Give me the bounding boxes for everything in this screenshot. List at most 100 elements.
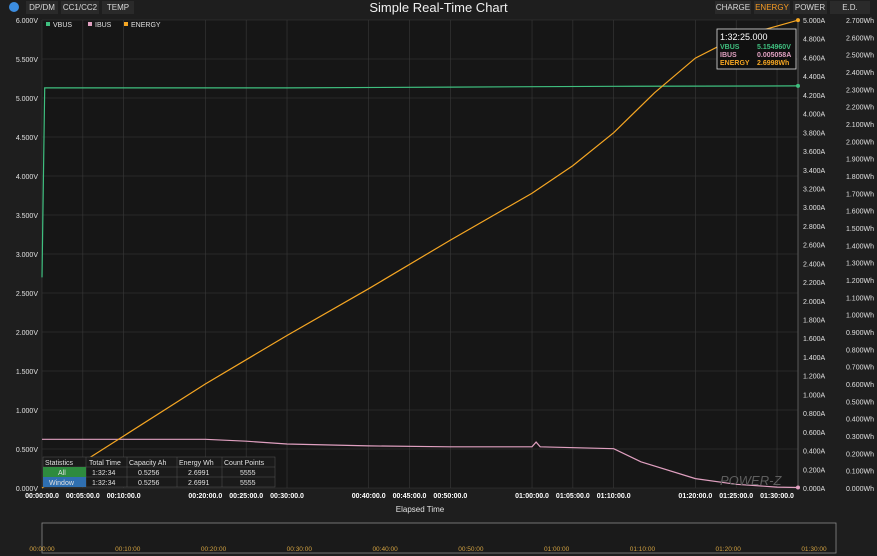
x-axis-tick-label: 01:25:00.0 [719, 493, 753, 500]
tooltip-ibus-label: IBUS [720, 52, 737, 59]
left-axis-tick-label: 0.000V [16, 486, 39, 493]
right-axis-tick-label: 0.500Wh [846, 399, 874, 406]
right-axis-tick-label: 2.600Wh [846, 35, 874, 42]
x-axis-label: Elapsed Time [396, 505, 445, 514]
tooltip-vbus-label: VBUS [720, 44, 740, 51]
left-axis-tick-label: 5.500V [16, 57, 39, 64]
x-axis-tick-label: 00:00:00.0 [25, 493, 59, 500]
stats-row-all-bg [43, 467, 86, 477]
right-axis-tick-label: 1.500Wh [846, 226, 874, 233]
legend-vbus-label[interactable]: VBUS [53, 22, 72, 29]
stats-cell: 2.6991 [188, 480, 210, 487]
mid-axis-tick-label: 0.600A [803, 430, 826, 437]
legend-energy-swatch [124, 22, 128, 26]
x-axis-tick-label: 01:05:00.0 [556, 493, 590, 500]
grid-lines [41, 19, 798, 489]
navigator-tick-label: 01:10:00 [630, 546, 656, 553]
tooltip-vbus-value: 5.154960V [757, 44, 791, 51]
right-axis-tick-label: 2.300Wh [846, 87, 874, 94]
stats-cell: 0.5256 [138, 470, 160, 477]
mid-axis-tick-label: 1.000A [803, 392, 826, 399]
left-axis-tick-label: 5.000V [16, 96, 39, 103]
navigator-ticks: 00:00:00 00:10:00 00:20:00 00:30:00 00:40:00… [29, 546, 827, 553]
mid-axis-tick-label: 3.800A [803, 130, 826, 137]
mid-axis-tick-label: 0.400A [803, 449, 826, 456]
right-axis-tick-label: 2.200Wh [846, 105, 874, 112]
series-line-ibus [42, 438, 799, 489]
stats-header: Capacity Ah [129, 460, 166, 467]
right-axis-tick-label: 1.200Wh [846, 278, 874, 285]
tab-temp[interactable]: TEMP [102, 1, 134, 14]
mid-axis-tick-label: 0.200A [803, 467, 826, 474]
tooltip: 1:32:25.000 VBUS 5.154960V IBUS 0.005058… [716, 28, 797, 70]
mid-axis-tick-label: 4.800A [803, 37, 826, 44]
left-axis-tick-label: 1.000V [16, 408, 39, 415]
mid-axis-tick-label: 4.200A [803, 93, 826, 100]
right-axis-tick-label: 1.100Wh [846, 295, 874, 302]
left-axis-tick-label: 4.500V [16, 135, 39, 142]
stats-row-window-bg [43, 477, 86, 487]
tab-cc1-cc2[interactable]: CC1/CC2 [61, 1, 99, 14]
right-axis-tick-label: 0.000Wh [846, 486, 874, 493]
x-axis-tick-label: 00:40:00.0 [352, 493, 386, 500]
mid-axis-tick-label: 0.800A [803, 411, 826, 418]
stats-cell: All [58, 470, 66, 477]
navigator-tick-label: 00:10:00 [115, 546, 141, 553]
tooltip-ibus-value: 0.005058A [757, 52, 791, 59]
navigator-tick-label: 01:30:00 [801, 546, 827, 553]
right-axis-tick-label: 0.600Wh [846, 382, 874, 389]
right-axis-tick-label: 0.900Wh [846, 330, 874, 337]
x-axis-tick-label: 00:50:00.0 [433, 493, 467, 500]
right-axis-tick-label: 0.700Wh [846, 365, 874, 372]
left-axis-tick-label: 2.500V [16, 291, 39, 298]
mid-axis-ticks: 0.000A 0.200A 0.400A 0.600A 0.800A 1.000A 1.20… [803, 18, 826, 493]
series-endpoint-vbus [796, 83, 800, 88]
x-axis-tick-label: 00:25:00.0 [229, 493, 263, 500]
x-axis-tick-label: 01:20:00.0 [678, 493, 712, 500]
mid-axis-tick-label: 2.400A [803, 261, 826, 268]
left-axis-tick-label: 3.000V [16, 252, 39, 259]
stats-cell: 1:32:34 [92, 480, 115, 487]
stats-header: Count Points [224, 460, 265, 467]
legend-ibus-label[interactable]: IBUS [95, 22, 112, 29]
mid-axis-tick-label: 4.000A [803, 112, 826, 119]
tab-energy[interactable]: ENERGY [754, 1, 790, 14]
navigator-tick-label: 00:30:00 [287, 546, 313, 553]
mid-axis-tick-label: 4.600A [803, 55, 826, 62]
right-axis-tick-label: 0.300Wh [846, 434, 874, 441]
series-endpoint-energy [796, 18, 800, 23]
watermark: POWER-Z [720, 473, 782, 488]
right-axis-tick-label: 0.400Wh [846, 417, 874, 424]
statistics-table: Statistics Total Time Capacity Ah Energy… [42, 456, 276, 488]
right-axis-ticks: 0.000Wh 0.100Wh 0.200Wh 0.300Wh 0.400Wh 0.500… [846, 18, 874, 493]
left-axis-tick-label: 1.500V [16, 369, 39, 376]
navigator-tick-label: 01:20:00 [716, 546, 742, 553]
x-axis-tick-label: 00:10:00.0 [107, 493, 141, 500]
stats-cell: 0.5256 [138, 480, 160, 487]
x-axis-tick-label: 01:30:00.0 [760, 493, 794, 500]
stats-cell: 5555 [240, 480, 256, 487]
right-axis-tick-label: 2.000Wh [846, 139, 874, 146]
right-axis-tick-label: 1.800Wh [846, 174, 874, 181]
tab-dp-dm[interactable]: DP/DM [26, 1, 58, 14]
app-icon[interactable] [9, 2, 19, 12]
mid-axis-tick-label: 3.600A [803, 149, 826, 156]
navigator-window[interactable] [41, 522, 837, 554]
tab-ed[interactable]: E.D. [830, 1, 870, 14]
navigator-tick-label: 00:00:00 [29, 546, 55, 553]
legend-energy-label[interactable]: ENERGY [131, 22, 161, 29]
mid-axis-tick-label: 0.000A [803, 486, 826, 493]
mid-axis-tick-label: 3.000A [803, 205, 826, 212]
right-axis-tick-label: 1.700Wh [846, 191, 874, 198]
x-axis-tick-label: 00:05:00.0 [66, 493, 100, 500]
right-axis-tick-label: 0.800Wh [846, 347, 874, 354]
mid-axis-tick-label: 5.000A [803, 18, 826, 25]
tab-charge[interactable]: CHARGE [715, 1, 751, 14]
left-axis-tick-label: 3.500V [16, 213, 39, 220]
navigator-tick-label: 00:40:00 [372, 546, 398, 553]
left-axis-tick-label: 2.000V [16, 330, 39, 337]
tab-power[interactable]: POWER [793, 1, 827, 14]
x-axis-tick-label: 01:10:00.0 [597, 493, 631, 500]
mid-axis-tick-label: 3.400A [803, 168, 826, 175]
